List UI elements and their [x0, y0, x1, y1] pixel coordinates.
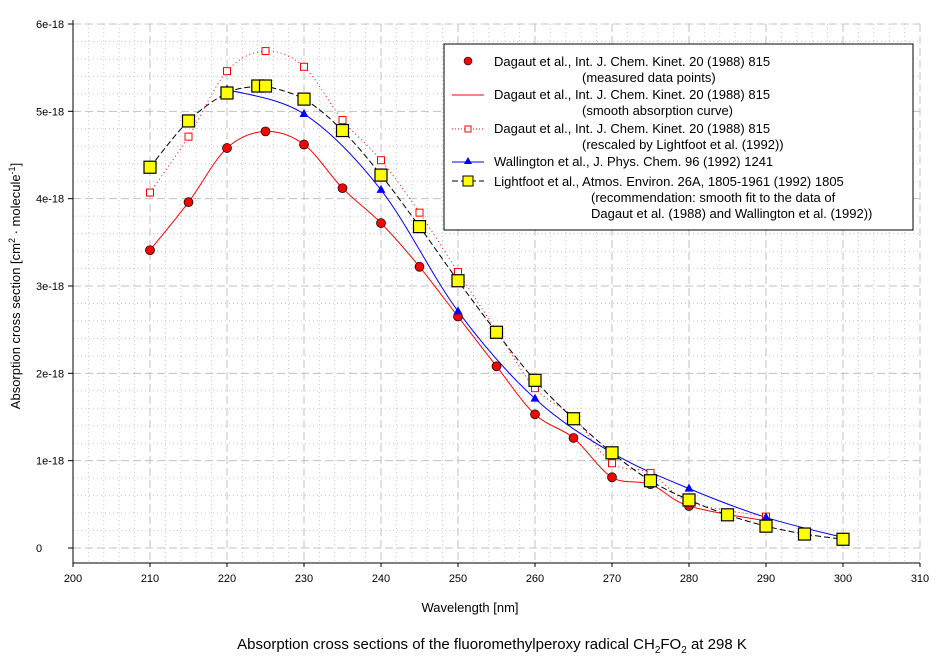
data-point-open-square — [261, 47, 270, 56]
data-point-open-square — [608, 459, 616, 468]
data-point-circle — [222, 143, 232, 153]
data-point-square — [643, 474, 658, 488]
data-point-square — [682, 493, 696, 507]
legend-entry-dagaut-measured: Dagaut et al., Int. J. Chem. Kinet. 20 (… — [463, 54, 770, 85]
data-point-square — [374, 168, 388, 182]
data-point-square — [451, 274, 465, 288]
data-point-circle — [491, 361, 502, 372]
legend-label: Lightfoot et al., Atmos. Environ. 26A, 1… — [494, 174, 844, 189]
data-point-circle — [260, 126, 271, 137]
axes: 200 210 220 230 240 250 260 270 280 290 300 310 0 1e-… — [36, 19, 929, 585]
legend-label-sub: (recommendation: smooth fit to the data … — [591, 190, 836, 205]
legend-label-sub: (rescaled by Lightfoot et al. (1992)) — [582, 137, 784, 152]
data-point-triangle — [684, 483, 694, 492]
data-point-circle — [337, 183, 348, 194]
legend-entry-dagaut-smooth: Dagaut et al., Int. J. Chem. Kinet. 20 (… — [452, 87, 770, 118]
data-point-triangle — [376, 184, 386, 193]
data-point-open-square — [338, 116, 347, 125]
data-point-square — [605, 446, 619, 460]
data-point-circle — [299, 139, 309, 150]
legend-entry-dagaut-rescaled: Dagaut et al., Int. J. Chem. Kinet. 20 (… — [452, 121, 784, 152]
x-tick-label: 200 — [64, 573, 82, 585]
legend-label: Dagaut et al., Int. J. Chem. Kinet. 20 (… — [494, 87, 770, 102]
data-point-open-square — [146, 188, 154, 197]
x-tick-label: 250 — [449, 573, 467, 585]
x-tick-label: 280 — [680, 573, 698, 585]
x-tick-label: 240 — [372, 573, 390, 585]
x-tick-label: 300 — [834, 573, 852, 585]
data-point-square — [836, 532, 850, 546]
data-point-square — [335, 123, 350, 138]
data-point-triangle — [761, 512, 771, 521]
data-point-square — [297, 92, 311, 106]
y-tick-label: 6e-18 — [36, 19, 64, 31]
x-tick-label: 260 — [526, 573, 544, 585]
data-point-open-square — [377, 156, 385, 165]
y-tick-label: 4e-18 — [36, 194, 64, 206]
x-tick-label: 210 — [141, 573, 159, 585]
data-point-triangle — [453, 306, 463, 315]
legend-triangle-marker — [464, 157, 472, 164]
data-point-circle — [568, 433, 579, 443]
data-point-open-square — [415, 208, 424, 217]
legend-label: Dagaut et al., Int. J. Chem. Kinet. 20 (… — [494, 121, 770, 136]
data-point-circle — [376, 218, 386, 228]
x-tick-label: 230 — [295, 573, 313, 585]
data-point-open-square — [223, 67, 231, 76]
legend-label: Dagaut et al., Int. J. Chem. Kinet. 20 (… — [494, 54, 770, 69]
series-line — [149, 50, 767, 518]
data-point-square — [489, 325, 504, 339]
legend-label-sub: (smooth absorption curve) — [582, 103, 733, 118]
data-point-square — [181, 114, 196, 128]
data-point-circle — [530, 409, 540, 420]
data-point-triangle — [530, 393, 540, 402]
legend-label-sub: (measured data points) — [582, 70, 716, 85]
x-tick-label: 220 — [218, 573, 236, 585]
data-point-square — [220, 86, 234, 100]
legend: Dagaut et al., Int. J. Chem. Kinet. 20 (… — [443, 43, 914, 231]
x-tick-label: 270 — [603, 573, 621, 585]
legend-box — [443, 43, 914, 231]
x-tick-label: 290 — [757, 573, 775, 585]
data-point-square — [258, 79, 273, 93]
legend-label: Wallington et al., J. Phys. Chem. 96 (19… — [494, 154, 773, 169]
x-tick-label: 310 — [911, 573, 929, 585]
series-line — [149, 130, 767, 522]
data-point-circle — [145, 245, 155, 256]
legend-entry-wallington: Wallington et al., J. Phys. Chem. 96 (19… — [452, 154, 773, 169]
data-point-circle — [607, 472, 617, 483]
data-point-triangle — [299, 108, 309, 117]
legend-open-square-marker — [464, 125, 472, 133]
data-point-square — [143, 160, 157, 174]
y-tick-label: 2e-18 — [36, 368, 64, 380]
legend-circle-marker — [463, 56, 473, 66]
series-markers — [143, 47, 850, 546]
data-point-square — [759, 519, 773, 533]
y-tick-label: 0 — [36, 543, 42, 555]
data-point-circle — [183, 197, 194, 208]
data-point-square — [797, 527, 812, 541]
x-axis-label: Wavelength [nm] — [421, 600, 518, 615]
data-point-square — [528, 373, 542, 387]
legend-label-sub: Dagaut et al. (1988) and Wallington et a… — [591, 206, 872, 221]
legend-entry-lightfoot: Lightfoot et al., Atmos. Environ. 26A, 1… — [452, 174, 872, 221]
y-axis-label: Absorption cross section [cm2 · molecule… — [7, 163, 23, 409]
data-point-open-square — [300, 62, 308, 71]
series-line — [226, 89, 844, 539]
chart-title: Absorption cross sections of the fluorom… — [237, 636, 747, 656]
y-tick-label: 1e-18 — [36, 456, 64, 468]
y-tick-label: 3e-18 — [36, 281, 64, 293]
data-point-square — [720, 508, 735, 522]
legend-filled-square-marker — [462, 175, 474, 187]
data-point-square — [566, 412, 581, 426]
data-point-open-square — [184, 132, 193, 141]
y-tick-label: 5e-18 — [36, 106, 64, 118]
data-point-circle — [414, 261, 425, 272]
data-point-square — [412, 220, 427, 234]
